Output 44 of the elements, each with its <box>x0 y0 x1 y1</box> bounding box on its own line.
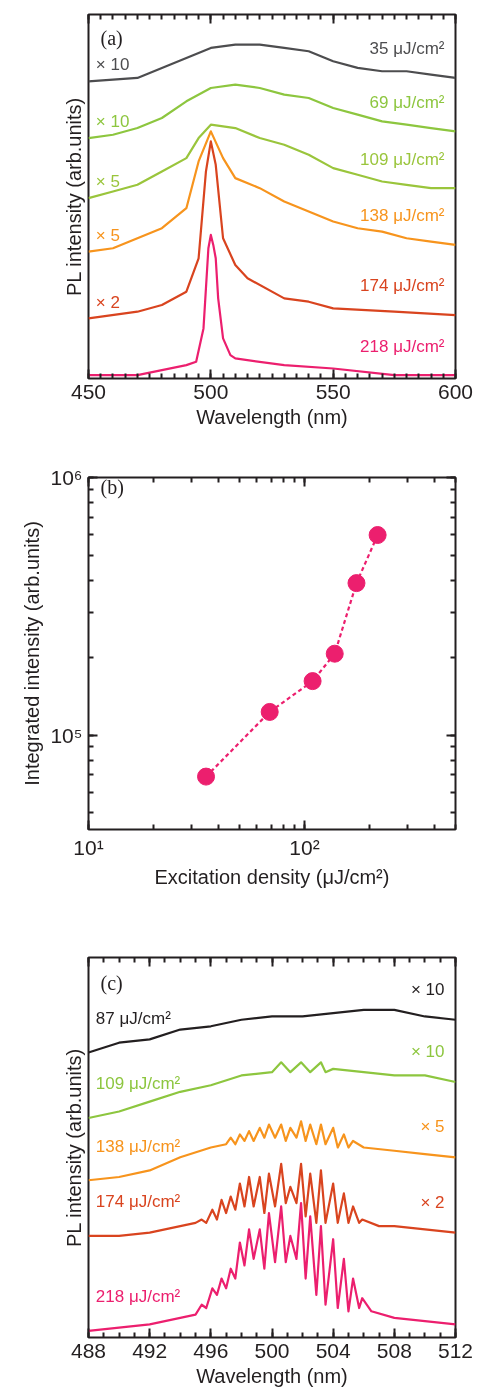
y-axis-title: Integrated intensity (arb.units) <box>21 521 44 786</box>
x-axis-title: Wavelength (nm) <box>196 1364 348 1387</box>
annotation: × 10 <box>95 55 130 75</box>
annotation: × 10 <box>410 1042 445 1062</box>
x-axis-title: Wavelength (nm) <box>196 405 348 428</box>
y-axis-title: PL intensity (arb.units) <box>62 1048 85 1247</box>
x-axis-title: Excitation density (μJ/cm²) <box>154 865 390 888</box>
x-tick-label: 488 <box>70 1338 107 1362</box>
x-tick-label: 508 <box>376 1338 412 1362</box>
annotation: × 2 <box>95 292 120 312</box>
series-label: 138 μJ/cm² <box>95 1136 181 1156</box>
series-label: 218 μJ/cm² <box>95 1287 181 1307</box>
x-tick-label: 550 <box>315 379 351 403</box>
x-tick-label: 500 <box>193 379 229 403</box>
text: (c) <box>100 971 123 995</box>
x-tick-label: 10¹ <box>73 835 104 859</box>
annotation: (b) <box>100 475 124 499</box>
annotation: × 5 <box>95 225 120 245</box>
y-tick-label: 10⁵ <box>50 723 83 747</box>
series-label: 109 μJ/cm² <box>360 149 445 169</box>
x-tick-label: 500 <box>254 1338 290 1362</box>
x-tick-label: 504 <box>315 1338 352 1362</box>
annotation: × 2 <box>420 1192 445 1212</box>
series-label: 174 μJ/cm² <box>360 276 445 296</box>
x-tick-label: 10² <box>289 835 320 859</box>
series-label: 218 μJ/cm² <box>360 336 445 356</box>
y-axis-title: PL intensity (arb.units) <box>62 97 85 296</box>
annotation: × 5 <box>95 172 120 192</box>
series-label: 138 μJ/cm² <box>360 206 445 226</box>
annotation: × 5 <box>420 1117 445 1137</box>
x-tick-label: 600 <box>437 379 474 403</box>
annotation: × 10 <box>95 112 130 132</box>
series-label: 35 μJ/cm² <box>369 39 445 59</box>
series-label: 87 μJ/cm² <box>95 1008 172 1028</box>
series-label: 109 μJ/cm² <box>95 1074 181 1094</box>
x-tick-label: 496 <box>193 1338 229 1362</box>
y-tick-label: 10⁶ <box>50 466 83 489</box>
text: × 10 <box>410 979 445 999</box>
series-label: 174 μJ/cm² <box>95 1192 181 1212</box>
annotation: (a) <box>100 26 123 50</box>
x-tick-label: 492 <box>132 1338 168 1362</box>
series-label: 69 μJ/cm² <box>369 92 445 112</box>
x-tick-label: 512 <box>437 1338 474 1362</box>
x-tick-label: 450 <box>70 379 107 403</box>
